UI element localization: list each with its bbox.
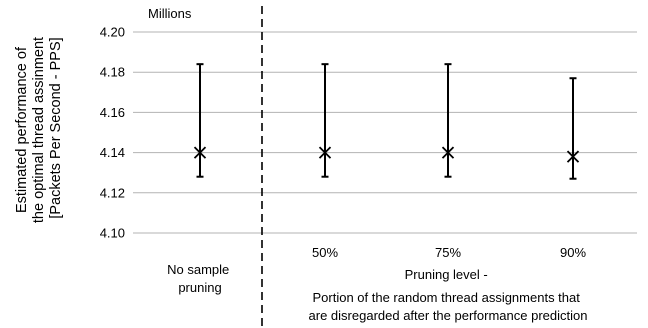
unit-label: Millions	[148, 6, 192, 21]
y-axis-label-line-1: Estimated performance of	[14, 46, 30, 213]
y-tick-label: 4.12	[100, 185, 125, 200]
x-category-label: 90%	[560, 245, 586, 260]
x-group-label-line-2: Portion of the random thread assignments…	[312, 290, 580, 305]
x-group-label-line-1: Pruning level -	[405, 267, 488, 282]
baseline-label-line-1: No sample	[167, 262, 229, 277]
baseline-category-label: No sample pruning	[167, 262, 233, 295]
gridlines	[133, 31, 637, 234]
y-tick-label: 4.20	[100, 25, 125, 40]
y-tick-labels: 4.10 4.12 4.14 4.16 4.18 4.20	[100, 25, 125, 241]
error-bar-point	[318, 63, 332, 178]
x-marker	[566, 150, 580, 163]
error-bar-point	[441, 63, 455, 178]
x-marker	[441, 146, 455, 159]
baseline-label-line-2: pruning	[178, 280, 221, 295]
y-tick-label: 4.16	[100, 105, 125, 120]
y-axis-label: Estimated performance of the optimal thr…	[14, 33, 64, 223]
x-group-label: Pruning level - Portion of the random th…	[309, 267, 588, 323]
x-group-label-line-3: are disregarded after the performance pr…	[309, 308, 588, 323]
y-tick-label: 4.10	[100, 226, 125, 241]
x-category-labels: 50% 75% 90%	[312, 245, 586, 260]
y-axis-label-line-3: [Packets Per Second - PPS]	[48, 37, 64, 218]
y-axis-label-line-2: the optimal thread assinment	[31, 37, 47, 223]
y-tick-label: 4.18	[100, 65, 125, 80]
x-category-label: 75%	[435, 245, 461, 260]
x-marker	[193, 146, 207, 159]
x-category-label: 50%	[312, 245, 338, 260]
data-marks	[193, 63, 580, 180]
error-bar-point	[566, 77, 580, 180]
x-marker	[318, 146, 332, 159]
y-tick-label: 4.14	[100, 145, 125, 160]
error-bar-point	[193, 63, 207, 178]
